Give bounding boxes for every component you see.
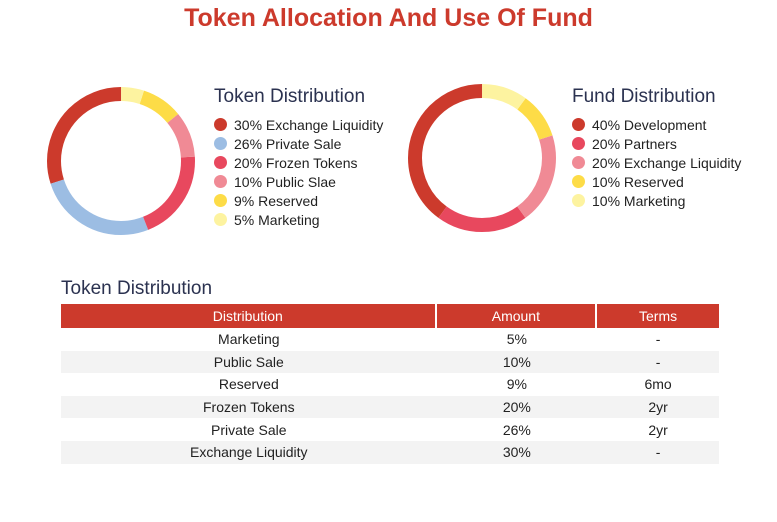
legend-item-marketing: 5% Marketing <box>214 210 383 229</box>
donut-slice-exchange-liquidity <box>408 84 556 232</box>
legend-swatch <box>214 213 227 226</box>
table-cell: - <box>597 350 719 374</box>
fund-distribution-title: Fund Distribution <box>572 86 716 107</box>
table-cell: Reserved <box>218 376 279 393</box>
table-row: Private Sale 26% 2yr <box>61 418 719 441</box>
legend-label: 10% Public Slae <box>234 173 336 190</box>
table-cell: Public Sale <box>61 350 437 374</box>
donut-slice-frozen-tokens <box>47 87 195 235</box>
legend-swatch <box>572 118 585 131</box>
legend-swatch <box>214 194 227 207</box>
table-cell: Exchange Liquidity <box>61 440 437 464</box>
legend-swatch <box>572 194 585 207</box>
legend-label: 9% Reserved <box>234 192 319 209</box>
legend-label: 26% Private Sale <box>234 135 342 152</box>
legend-item-frozen-tokens: 20% Frozen Tokens <box>214 153 383 172</box>
table-header-row: Distribution Amount Terms <box>61 304 719 328</box>
legend-label: 20% Frozen Tokens <box>234 154 358 171</box>
fund-distribution-legend: Fund Distribution 40% Development 20% Par… <box>572 86 741 210</box>
legend-label: 20% Partners <box>592 135 677 152</box>
table-cell: 9% <box>506 376 527 393</box>
table-title: Token Distribution <box>61 278 213 299</box>
legend-item-public-slae: 10% Public Slae <box>214 172 383 191</box>
token-distribution-title: Token Distribution <box>214 86 366 107</box>
page-title: Token Allocation And Use Of Fund <box>184 4 593 32</box>
legend-item-reserved: 9% Reserved <box>214 191 383 210</box>
legend-label: 10% Marketing <box>592 192 686 209</box>
table-cell: 26% <box>502 421 531 438</box>
legend-swatch <box>214 137 227 150</box>
table-cell: Private Sale <box>211 421 287 438</box>
legend-label: 10% Reserved <box>592 173 684 190</box>
table-cell: - <box>655 331 661 348</box>
legend-swatch <box>214 156 227 169</box>
table-row: Exchange Liquidity 30% - <box>61 440 719 464</box>
token-legend-items: 30% Exchange Liquidity 26% Private Sale 20… <box>214 115 383 229</box>
legend-label: 20% Exchange Liquidity <box>592 154 742 171</box>
fund-legend-items: 40% Development 20% Partners 20% Exchange … <box>572 115 741 210</box>
table-cell: 2yr <box>597 395 719 419</box>
legend-label: 30% Exchange Liquidity <box>234 116 384 133</box>
legend-swatch <box>572 156 585 169</box>
table-cell: - <box>597 440 719 464</box>
fund-distribution-donut <box>408 84 556 232</box>
legend-label: 5% Marketing <box>234 211 320 228</box>
token-distribution-table: Distribution Amount Terms Marketing 5% -… <box>61 304 719 464</box>
legend-item-private-sale: 26% Private Sale <box>214 134 383 153</box>
legend-item-development: 40% Development <box>572 115 741 134</box>
token-distribution-legend: Token Distribution 30% Exchange Liquidit… <box>214 86 383 229</box>
legend-swatch <box>572 175 585 188</box>
donut-slice-partners <box>408 84 556 232</box>
table-row: Marketing 5% - <box>61 328 719 351</box>
legend-swatch <box>214 118 227 131</box>
table-cell: 30% <box>436 440 598 464</box>
legend-swatch <box>214 175 227 188</box>
table-cell: 6mo <box>644 376 672 393</box>
legend-item-exchange-liquidity: 20% Exchange Liquidity <box>572 153 741 172</box>
legend-item-exchange-liquidity: 30% Exchange Liquidity <box>214 115 383 134</box>
donut-slice-development <box>408 84 556 232</box>
table-cell: Marketing <box>218 331 280 348</box>
legend-label: 40% Development <box>592 116 707 133</box>
column-header: Amount <box>436 304 598 328</box>
legend-item-marketing: 10% Marketing <box>572 191 741 210</box>
legend-item-partners: 20% Partners <box>572 134 741 153</box>
token-distribution-donut <box>47 87 195 235</box>
table-cell: 10% <box>436 350 598 374</box>
donut-slice-private-sale <box>47 87 195 235</box>
table-row: Reserved 9% 6mo <box>61 373 719 396</box>
legend-item-reserved: 10% Reserved <box>572 172 741 191</box>
column-header: Distribution <box>61 304 437 328</box>
table-row: Public Sale 10% - <box>61 350 719 374</box>
legend-swatch <box>572 137 585 150</box>
donut-slice-exchange-liquidity <box>47 87 195 235</box>
table-cell: 20% <box>436 395 598 419</box>
table-cell: Frozen Tokens <box>61 395 437 419</box>
table-cell: 2yr <box>648 421 668 438</box>
table-row: Frozen Tokens 20% 2yr <box>61 395 719 419</box>
column-header: Terms <box>597 304 719 328</box>
table-cell: 5% <box>506 331 527 348</box>
